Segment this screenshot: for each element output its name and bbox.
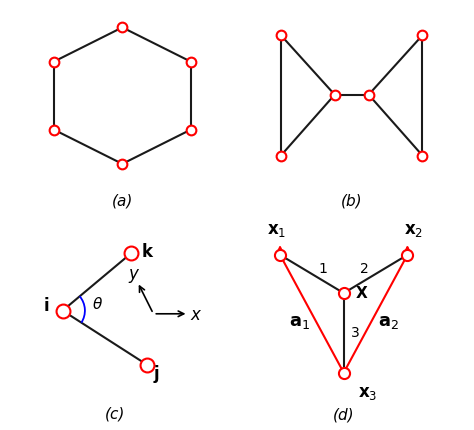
Text: k: k bbox=[142, 243, 153, 261]
Text: 3: 3 bbox=[350, 326, 359, 340]
Text: $\mathbf{X}$: $\mathbf{X}$ bbox=[355, 285, 368, 301]
Text: $y$: $y$ bbox=[128, 267, 140, 285]
Text: 1: 1 bbox=[319, 262, 328, 276]
Text: $\theta$: $\theta$ bbox=[92, 296, 103, 312]
Text: (d): (d) bbox=[333, 408, 355, 423]
Text: 2: 2 bbox=[360, 262, 369, 276]
Text: j: j bbox=[154, 366, 159, 383]
Text: $\mathbf{x}_3$: $\mathbf{x}_3$ bbox=[358, 384, 377, 402]
Text: i: i bbox=[44, 297, 49, 315]
Text: $x$: $x$ bbox=[190, 307, 202, 324]
Text: (c): (c) bbox=[105, 406, 125, 421]
Text: $\mathbf{a}_2$: $\mathbf{a}_2$ bbox=[378, 313, 399, 331]
Text: $\mathbf{x}_1$: $\mathbf{x}_1$ bbox=[267, 221, 286, 239]
Text: (a): (a) bbox=[112, 194, 133, 209]
Text: $\mathbf{x}_2$: $\mathbf{x}_2$ bbox=[404, 221, 423, 239]
Text: $\mathbf{a}_1$: $\mathbf{a}_1$ bbox=[289, 313, 310, 331]
Text: (b): (b) bbox=[341, 194, 363, 209]
